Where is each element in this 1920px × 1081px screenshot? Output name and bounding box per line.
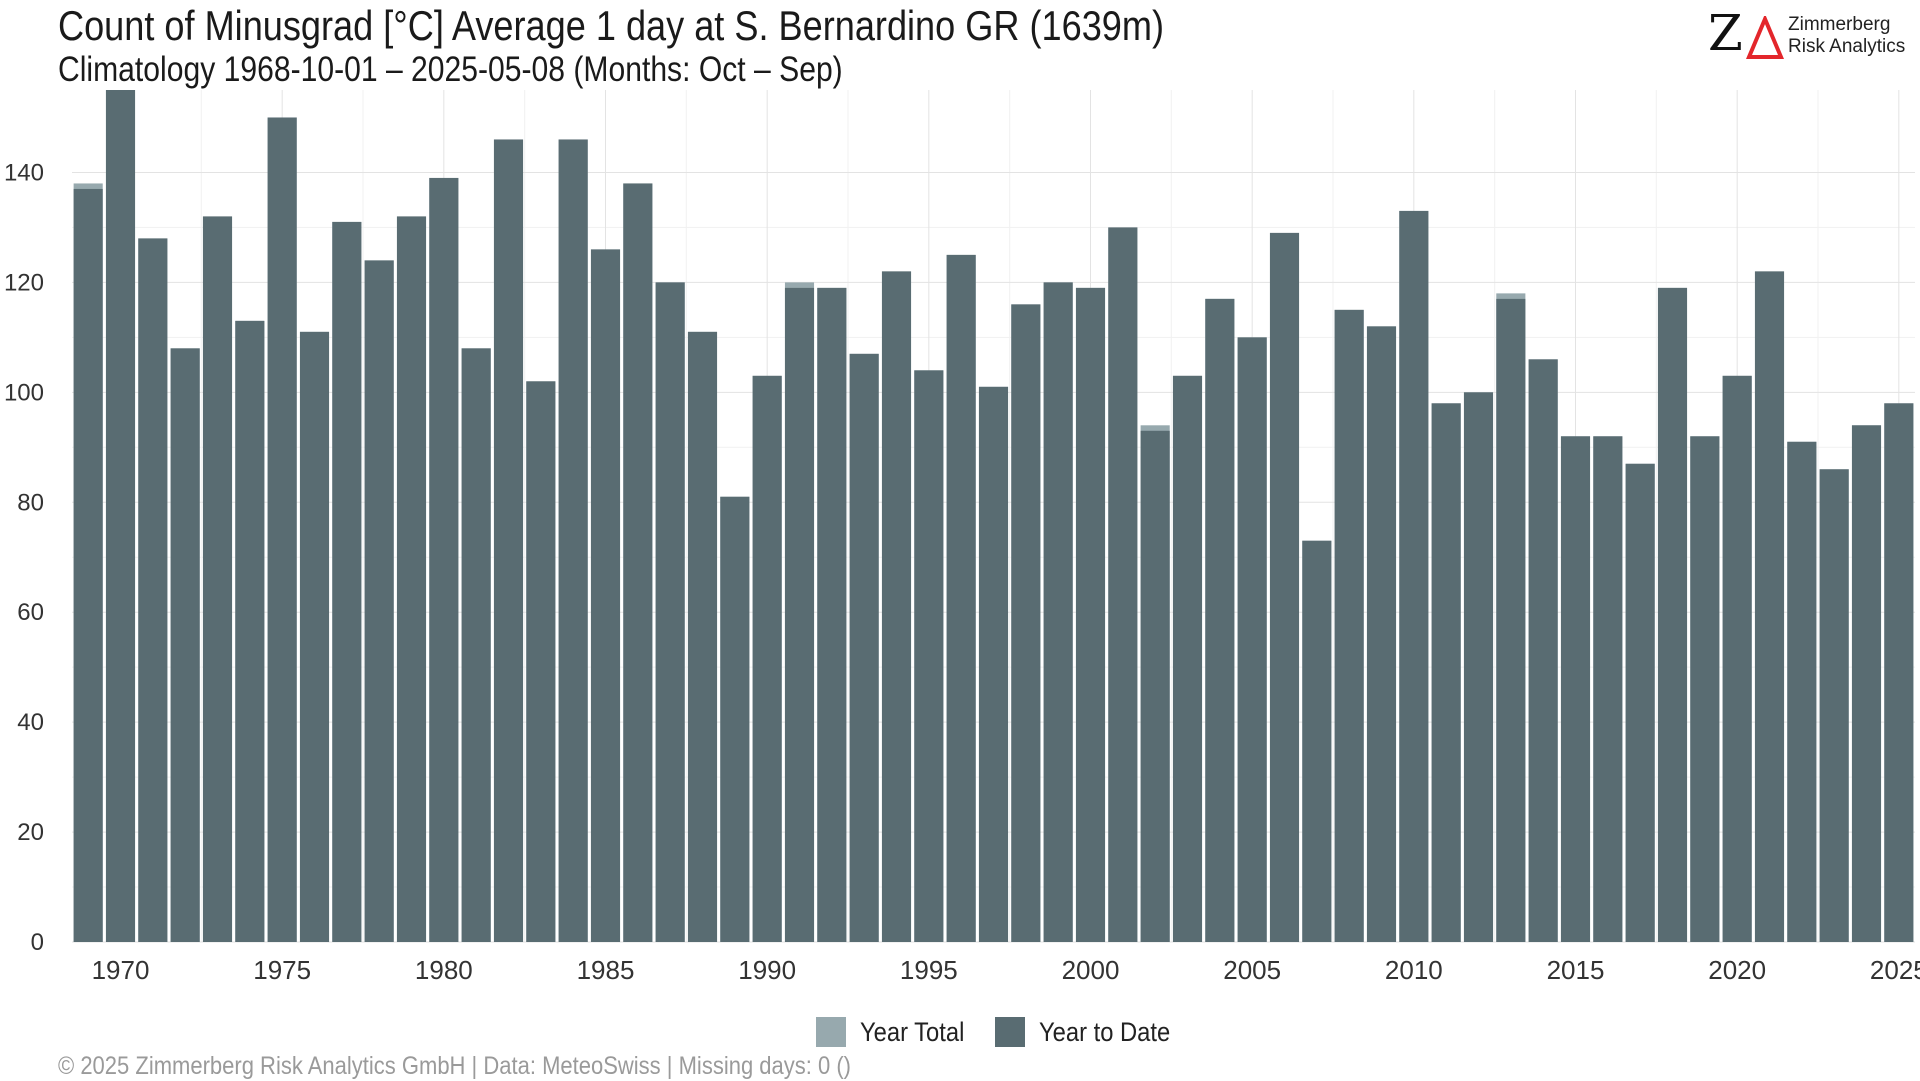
bar-year-to-date (1657, 287, 1688, 942)
y-tick-label: 100 (4, 379, 44, 406)
bar-year-to-date (202, 216, 233, 943)
x-tick-label: 2020 (1708, 955, 1766, 985)
bar-year-to-date (946, 254, 976, 943)
logo-delta-icon (1746, 16, 1784, 59)
logo-z-letter: Z (1708, 4, 1743, 62)
bar-year-to-date (978, 386, 1009, 942)
bar-year-to-date (1884, 403, 1914, 942)
bar-year-to-date (784, 287, 815, 942)
bar-chart: 0 20 40 60 80 100 120 140 1970 1975 1980 1985 1990 19… (4, 90, 1920, 985)
x-tick-label: 1975 (253, 955, 311, 985)
bar-year-to-date (1722, 375, 1752, 942)
bar-year-to-date (1011, 304, 1041, 942)
legend-item-year-to-date: Year to Date (994, 1016, 1194, 1048)
y-tick-label: 140 (4, 159, 44, 186)
bar-year-to-date (1593, 436, 1623, 942)
y-tick-label: 80 (17, 489, 44, 516)
bar-year-to-date (1690, 436, 1720, 942)
bar-year-to-date (299, 331, 330, 943)
bar-year-to-date (752, 375, 782, 942)
chart-subtitle: Climatology 1968-10-01 – 2025-05-08 (Mon… (58, 50, 843, 89)
bar-year-to-date (526, 381, 556, 942)
bar-year-to-date (1399, 210, 1429, 943)
bar-year-to-date (881, 271, 912, 942)
bar-year-to-date (1366, 326, 1397, 942)
bar-year-to-date (267, 117, 297, 942)
logo-line-1: Zimmerberg (1788, 14, 1891, 35)
company-logo: Z Zimmerberg Risk Analytics (1708, 4, 1908, 62)
y-tick-label: 0 (31, 929, 44, 956)
chart-title: Count of Minusgrad [°C] Average 1 day at… (58, 2, 1164, 49)
bar-year-to-date (558, 139, 588, 943)
bar-year-to-date (1172, 375, 1203, 942)
bar-year-to-date (332, 221, 362, 942)
y-tick-label: 60 (17, 599, 44, 626)
bar-year-to-date (1496, 298, 1526, 942)
bar-year-to-date (461, 348, 491, 942)
legend-item-year-total: Year Total (816, 1017, 985, 1048)
bar-year-to-date (429, 177, 459, 943)
bar-year-to-date (1302, 540, 1332, 942)
legend-key-year-total (816, 1017, 846, 1047)
legend-label-year-total: Year Total (860, 1016, 965, 1047)
legend-label-year-to-date: Year to Date (1038, 1016, 1170, 1047)
bar-year-to-date (1108, 227, 1138, 942)
bar-year-to-date (235, 320, 265, 942)
bar-year-to-date (493, 139, 524, 943)
x-tick-label: 1990 (738, 955, 796, 985)
logo-line-2: Risk Analytics (1788, 36, 1906, 57)
x-tick-label: 2010 (1385, 955, 1443, 985)
bar-year-to-date (817, 287, 847, 942)
bar-year-to-date (364, 260, 394, 942)
bar-year-to-date (1075, 287, 1106, 942)
x-tick-label: 2015 (1547, 955, 1605, 985)
bar-year-to-date (1787, 441, 1817, 942)
bar-year-to-date (720, 496, 750, 942)
bar-year-to-date (1043, 282, 1073, 942)
x-tick-label: 1985 (577, 955, 635, 985)
y-tick-label: 40 (17, 709, 44, 736)
x-tick-label: 1995 (900, 955, 958, 985)
x-tick-label: 2005 (1223, 955, 1281, 985)
bar-year-to-date (170, 348, 200, 942)
legend-key-year-to-date (994, 1017, 1025, 1047)
bar-year-to-date (138, 238, 168, 942)
bar-year-to-date (1269, 232, 1300, 942)
x-tick-label: 1970 (92, 955, 150, 985)
bar-year-to-date (105, 90, 136, 942)
bar-year-to-date (1528, 359, 1558, 943)
bar-year-to-date (914, 370, 944, 943)
bar-year-to-date (1819, 469, 1849, 942)
bar-year-to-date (1140, 430, 1170, 942)
bar-year-to-date (590, 249, 621, 943)
legend: Year Total Year to Date (816, 1016, 1204, 1048)
x-tick-label: 1980 (415, 955, 473, 985)
bar-year-to-date (687, 331, 718, 943)
bar-year-to-date (73, 188, 103, 942)
bar-year-to-date (1625, 463, 1655, 942)
bar-year-to-date (1851, 425, 1882, 942)
bar-year-to-date (849, 353, 879, 942)
bar-year-to-date (1560, 436, 1591, 942)
footer-credits: © 2025 Zimmerberg Risk Analytics GmbH | … (58, 1052, 851, 1080)
y-tick-label: 20 (17, 819, 44, 846)
bar-year-to-date (396, 216, 427, 943)
bar-year-to-date (1431, 403, 1461, 942)
bar-year-to-date (1334, 309, 1364, 942)
bar-year-to-date (1205, 298, 1235, 942)
logo-text: Zimmerberg Risk Analytics (1788, 14, 1905, 58)
y-tick-label: 120 (4, 269, 44, 296)
bar-year-to-date (655, 282, 685, 942)
bar-year-to-date (1754, 271, 1785, 942)
bar-year-to-date (623, 183, 653, 942)
x-tick-label: 2000 (1062, 955, 1120, 985)
bar-year-to-date (1463, 392, 1494, 942)
bar-year-to-date (1237, 337, 1267, 942)
x-tick-label: 2025 (1870, 955, 1920, 985)
